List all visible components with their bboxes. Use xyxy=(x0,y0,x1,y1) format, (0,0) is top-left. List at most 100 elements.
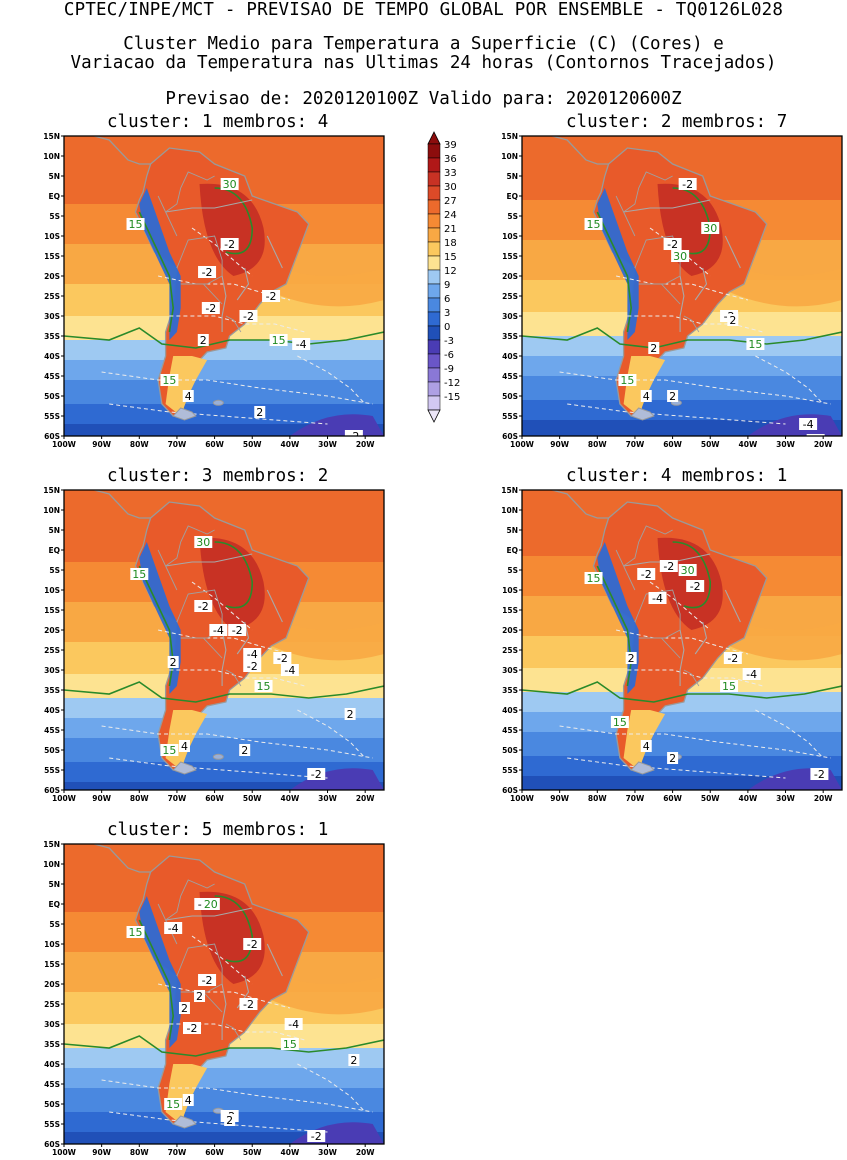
lat-label: 60S xyxy=(502,432,518,441)
lon-label: 80W xyxy=(588,794,607,803)
contour-label-bg xyxy=(239,310,258,322)
contour-label: -2 xyxy=(690,580,701,593)
map-cluster-5: -22015-4-2-222-2-2-4152154-22-215N10N5NE… xyxy=(28,840,418,1160)
contour-label-bg xyxy=(686,580,705,592)
contour-label-bg xyxy=(254,406,266,418)
temperature-band xyxy=(522,376,842,401)
dashed-contour xyxy=(649,581,711,631)
river xyxy=(623,199,711,213)
temperature-band xyxy=(64,1088,384,1113)
lon-label: 100W xyxy=(510,440,535,449)
colorbar-swatch xyxy=(427,171,441,187)
lat-label: 30S xyxy=(44,312,60,321)
contour-label: -4 xyxy=(288,1018,299,1031)
map-frame xyxy=(521,489,843,791)
lat-label: 20S xyxy=(44,626,60,635)
contour-label-bg xyxy=(228,624,247,636)
lat-label: 55S xyxy=(502,412,518,421)
colorbar-label: 3 xyxy=(444,308,450,319)
contour-label-bg xyxy=(280,1038,299,1050)
river xyxy=(165,199,253,213)
contour-15-line xyxy=(64,681,384,703)
contour-label-bg xyxy=(269,334,288,346)
contour-label-bg xyxy=(742,668,761,680)
lat-label: EQ xyxy=(49,900,61,909)
lat-label: EQ xyxy=(49,546,61,555)
lat-label: EQ xyxy=(507,546,519,555)
colorbar-label: 21 xyxy=(444,224,457,235)
contour-label-bg xyxy=(224,1114,236,1126)
river xyxy=(694,621,708,655)
lon-label: 70W xyxy=(626,440,645,449)
colorbar-label: -15 xyxy=(444,392,460,403)
river xyxy=(266,589,283,623)
panel-title-cluster-2: cluster: 2 membros: 7 xyxy=(566,112,788,132)
contour-label: 2 xyxy=(669,752,676,765)
lat-label: 15S xyxy=(502,252,518,261)
contour-label: 2 xyxy=(729,314,736,327)
lon-label: 90W xyxy=(550,440,569,449)
tierra-del-fuego xyxy=(172,1115,197,1129)
lon-label: 40W xyxy=(739,794,758,803)
warm-tongue xyxy=(271,268,384,307)
lat-label: 40S xyxy=(44,1060,60,1069)
river xyxy=(724,589,741,623)
contour-label: 15 xyxy=(162,374,176,387)
warm-tongue xyxy=(271,622,384,661)
contour-label: -2 xyxy=(810,434,821,447)
map-svg: 30 15 -2 -2 -2 -2 -2 2 15 -4 15 4 2 -2 15N 10N 5N EQ 5S 10S… xyxy=(43,132,385,449)
river xyxy=(724,235,741,269)
lat-label: 15S xyxy=(44,606,60,615)
country-border xyxy=(157,195,178,237)
contour-label: 2 xyxy=(226,1114,233,1127)
colorbar-swatch xyxy=(427,381,441,397)
map-cluster-3: 30 15 -2 -4 -2 -4 -2 2 -2 -4 15 2 15 4 2 -2 15N 10N 5N EQ 5S… xyxy=(28,486,418,806)
contour-label-bg xyxy=(799,418,818,430)
contour-label: 2 xyxy=(241,744,248,757)
dashed-contour xyxy=(191,581,253,631)
colorbar-swatch xyxy=(427,297,441,313)
contour-15-line xyxy=(522,327,842,349)
lon-label: 50W xyxy=(701,440,720,449)
lat-label: 60S xyxy=(44,1140,60,1149)
lat-label: 35S xyxy=(502,686,518,695)
lat-label: 20S xyxy=(44,980,60,989)
contour-label-bg xyxy=(130,568,149,580)
contour-label-bg xyxy=(625,652,637,664)
lat-label: 40S xyxy=(44,352,60,361)
dashed-contour xyxy=(191,227,253,277)
hot-core xyxy=(199,183,265,276)
lat-label: 45S xyxy=(44,372,60,381)
country-border xyxy=(157,903,178,945)
lat-label: 30S xyxy=(44,666,60,675)
contour-label-bg xyxy=(126,926,145,938)
map-cluster-1: 30 15 -2 -2 -2 -2 -2 2 15 -4 15 4 2 -2 15N 10N 5N EQ 5S 10S… xyxy=(28,132,418,452)
lat-label: 15N xyxy=(43,840,60,849)
map-svg: -22015-4-2-222-2-2-4152154-22-215N10N5NE… xyxy=(43,840,385,1157)
contour-label-bg xyxy=(344,708,356,720)
colorbar-label: 6 xyxy=(444,294,450,305)
andes-cold-strip xyxy=(139,188,181,340)
lon-label: 30W xyxy=(318,440,337,449)
colorbar-swatch xyxy=(427,255,441,271)
lon-label: 50W xyxy=(243,794,262,803)
country-border xyxy=(165,879,215,921)
contour-label-bg xyxy=(610,716,629,728)
lat-label: 20S xyxy=(502,626,518,635)
lat-label: 5S xyxy=(507,212,518,221)
colorbar-label: 9 xyxy=(444,280,450,291)
contour-label: 2 xyxy=(256,406,263,419)
temperature-band xyxy=(522,356,842,377)
contour-label: 30 xyxy=(681,564,695,577)
colorbar-label: 0 xyxy=(444,322,450,333)
contour-label: -4 xyxy=(284,664,295,677)
contour-label-bg xyxy=(810,768,829,780)
lat-label: 35S xyxy=(44,686,60,695)
lat-label: 55S xyxy=(44,1120,60,1129)
lat-label: 10N xyxy=(43,506,60,515)
contour-label-bg xyxy=(254,680,273,692)
dashed-contour xyxy=(169,669,306,687)
lon-label: 70W xyxy=(168,794,187,803)
hot-core xyxy=(199,891,265,984)
lat-label: 10S xyxy=(44,940,60,949)
